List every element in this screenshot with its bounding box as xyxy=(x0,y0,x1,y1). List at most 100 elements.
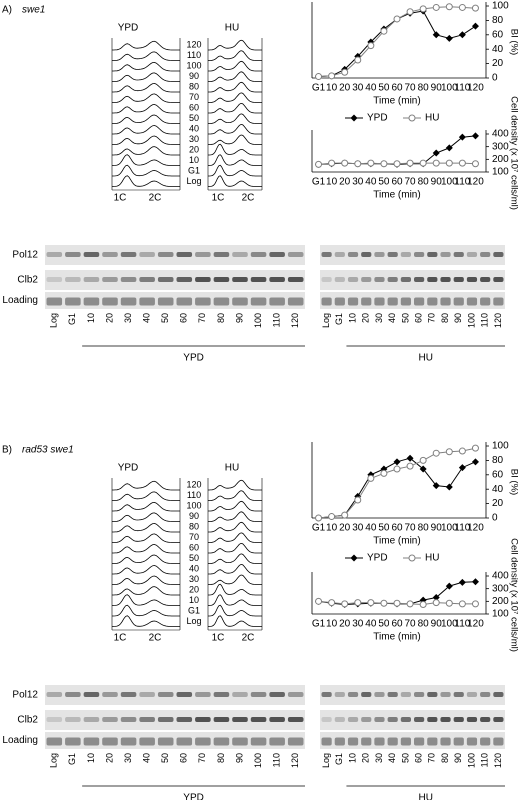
blot-band xyxy=(440,277,451,282)
blot-band xyxy=(374,297,385,306)
blot-band xyxy=(440,717,451,722)
marker xyxy=(419,465,427,473)
marker xyxy=(367,42,375,50)
panel-label: B) xyxy=(2,445,12,456)
blot-band xyxy=(213,297,230,306)
blot-band xyxy=(361,277,372,282)
y-tick-label: 300 xyxy=(492,583,509,594)
histogram xyxy=(112,146,180,156)
blot-band xyxy=(139,692,155,697)
blot-row-label: Pol12 xyxy=(12,690,38,701)
marker xyxy=(380,469,388,477)
blot-band xyxy=(427,297,438,306)
marker xyxy=(471,160,479,168)
blot-band xyxy=(139,252,155,257)
histogram xyxy=(112,501,180,512)
histogram xyxy=(112,40,180,51)
x-axis-title: Time (min) xyxy=(373,190,420,201)
flow-row-label: 80 xyxy=(189,521,199,531)
lane-label: 90 xyxy=(234,313,244,323)
blot-band xyxy=(374,277,385,282)
y-tick-label: 100 xyxy=(492,1,509,12)
x-tick-label: 30 xyxy=(352,619,364,630)
blot-band xyxy=(493,717,504,722)
lane-label: 100 xyxy=(466,313,476,328)
blot-band xyxy=(250,692,267,697)
histogram xyxy=(112,594,180,606)
histogram xyxy=(112,135,180,145)
lane-label: 20 xyxy=(104,313,114,323)
flow-row-label: G1 xyxy=(188,605,200,615)
blot-band xyxy=(46,277,63,282)
blot-band xyxy=(334,297,345,306)
x-tick-label: 10 xyxy=(326,83,338,94)
lane-label: Log xyxy=(321,313,331,328)
blot-band xyxy=(374,252,385,257)
marker xyxy=(341,68,349,76)
lane-label: 90 xyxy=(453,753,463,763)
histogram xyxy=(112,533,180,543)
histogram xyxy=(112,522,180,533)
blot-band xyxy=(269,297,285,306)
x-tick-label: 90 xyxy=(431,177,443,188)
blot-strip xyxy=(45,710,305,730)
blot-band xyxy=(120,737,137,746)
blot-band xyxy=(453,717,464,722)
flow-row-label: 90 xyxy=(189,511,199,521)
histogram xyxy=(208,615,262,627)
blot-band xyxy=(347,277,359,282)
marker xyxy=(432,594,440,602)
blot-band xyxy=(232,692,248,697)
flow-row-label: Log xyxy=(186,616,201,626)
marker xyxy=(328,599,336,607)
blot-band xyxy=(195,252,211,257)
x-tick-label: 60 xyxy=(391,619,403,630)
blot-band xyxy=(400,692,411,697)
marker xyxy=(393,458,401,466)
blot-band xyxy=(361,297,372,306)
lane-label: 70 xyxy=(197,753,207,763)
blot-band xyxy=(195,737,211,746)
blot-band xyxy=(157,252,174,257)
y-tick-label: 400 xyxy=(492,129,509,140)
legend-label: YPD xyxy=(367,553,388,564)
x-tick-label: 10 xyxy=(326,619,338,630)
blot-band xyxy=(387,277,398,282)
histogram xyxy=(208,102,262,114)
marker xyxy=(419,159,427,167)
histogram xyxy=(112,491,180,501)
blot-band xyxy=(387,717,398,722)
lane-label: 10 xyxy=(347,753,357,763)
marker xyxy=(445,582,453,590)
blot-band xyxy=(250,717,267,722)
lane-label: 50 xyxy=(400,753,410,763)
marker xyxy=(354,496,362,504)
marker xyxy=(432,159,440,167)
blot-band xyxy=(139,737,155,746)
marker xyxy=(458,447,466,455)
blot-band xyxy=(139,277,155,282)
blot-band xyxy=(120,277,137,282)
marker xyxy=(445,448,453,456)
marker xyxy=(432,449,440,457)
marker xyxy=(432,482,440,490)
blot-band xyxy=(46,252,63,257)
blot-band xyxy=(374,737,385,746)
histogram xyxy=(112,565,180,575)
flow-row-label: Log xyxy=(186,176,201,186)
blot-band xyxy=(321,737,332,746)
histogram xyxy=(112,104,180,114)
blot-strip xyxy=(320,245,505,265)
histogram xyxy=(112,554,180,564)
lane-label: 40 xyxy=(142,313,152,323)
flow-column-title: YPD xyxy=(118,23,139,34)
marker xyxy=(380,27,388,35)
blot-band xyxy=(139,297,155,306)
x-tick-label: 20 xyxy=(339,523,351,534)
x-tick-label: 80 xyxy=(418,619,430,630)
y-tick-label: 200 xyxy=(492,154,509,165)
blot-band xyxy=(414,277,425,282)
histogram xyxy=(112,51,180,61)
blot-band xyxy=(232,252,248,257)
